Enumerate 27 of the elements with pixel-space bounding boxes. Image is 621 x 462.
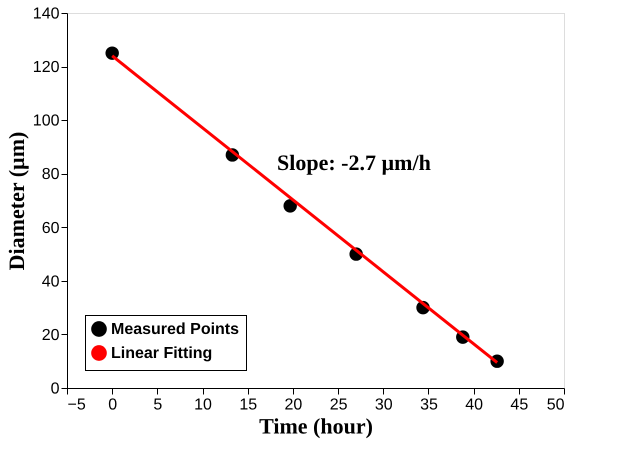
x-tick-label: 10 bbox=[194, 396, 212, 414]
x-tick-label: 30 bbox=[374, 396, 393, 414]
x-axis-title: Time (hour) bbox=[259, 414, 373, 438]
y-tick-label: 100 bbox=[32, 112, 60, 130]
y-tick-label: 20 bbox=[42, 326, 60, 344]
y-tick-label: 80 bbox=[42, 166, 60, 184]
point bbox=[283, 199, 297, 213]
x-tick-label: 5 bbox=[153, 396, 162, 414]
y-tick-label: 120 bbox=[32, 59, 60, 76]
legend-label: Measured Points bbox=[111, 321, 240, 338]
x-tick-label: 0 bbox=[108, 396, 118, 414]
y-tick-label: 60 bbox=[42, 220, 60, 237]
y-tick-label: 40 bbox=[42, 273, 60, 290]
x-tick-label: 45 bbox=[510, 396, 528, 414]
x-tick-label: 40 bbox=[465, 396, 484, 414]
annotation: Slope: -2.7 µm/h bbox=[277, 150, 431, 175]
y-tick-label: 140 bbox=[32, 6, 60, 22]
y-tick-label: 0 bbox=[50, 380, 60, 398]
x-tick-label: −5 bbox=[68, 396, 86, 414]
x-tick-label: 35 bbox=[420, 396, 438, 414]
point bbox=[105, 46, 119, 60]
legend-label: Linear Fitting bbox=[111, 345, 212, 362]
x-tick-label: 15 bbox=[239, 396, 258, 414]
x-tick-label: 50 bbox=[546, 396, 565, 414]
y-axis-title: Diameter (µm) bbox=[4, 132, 29, 270]
x-tick-label: 20 bbox=[284, 396, 302, 414]
x-tick-label: 25 bbox=[330, 396, 348, 414]
